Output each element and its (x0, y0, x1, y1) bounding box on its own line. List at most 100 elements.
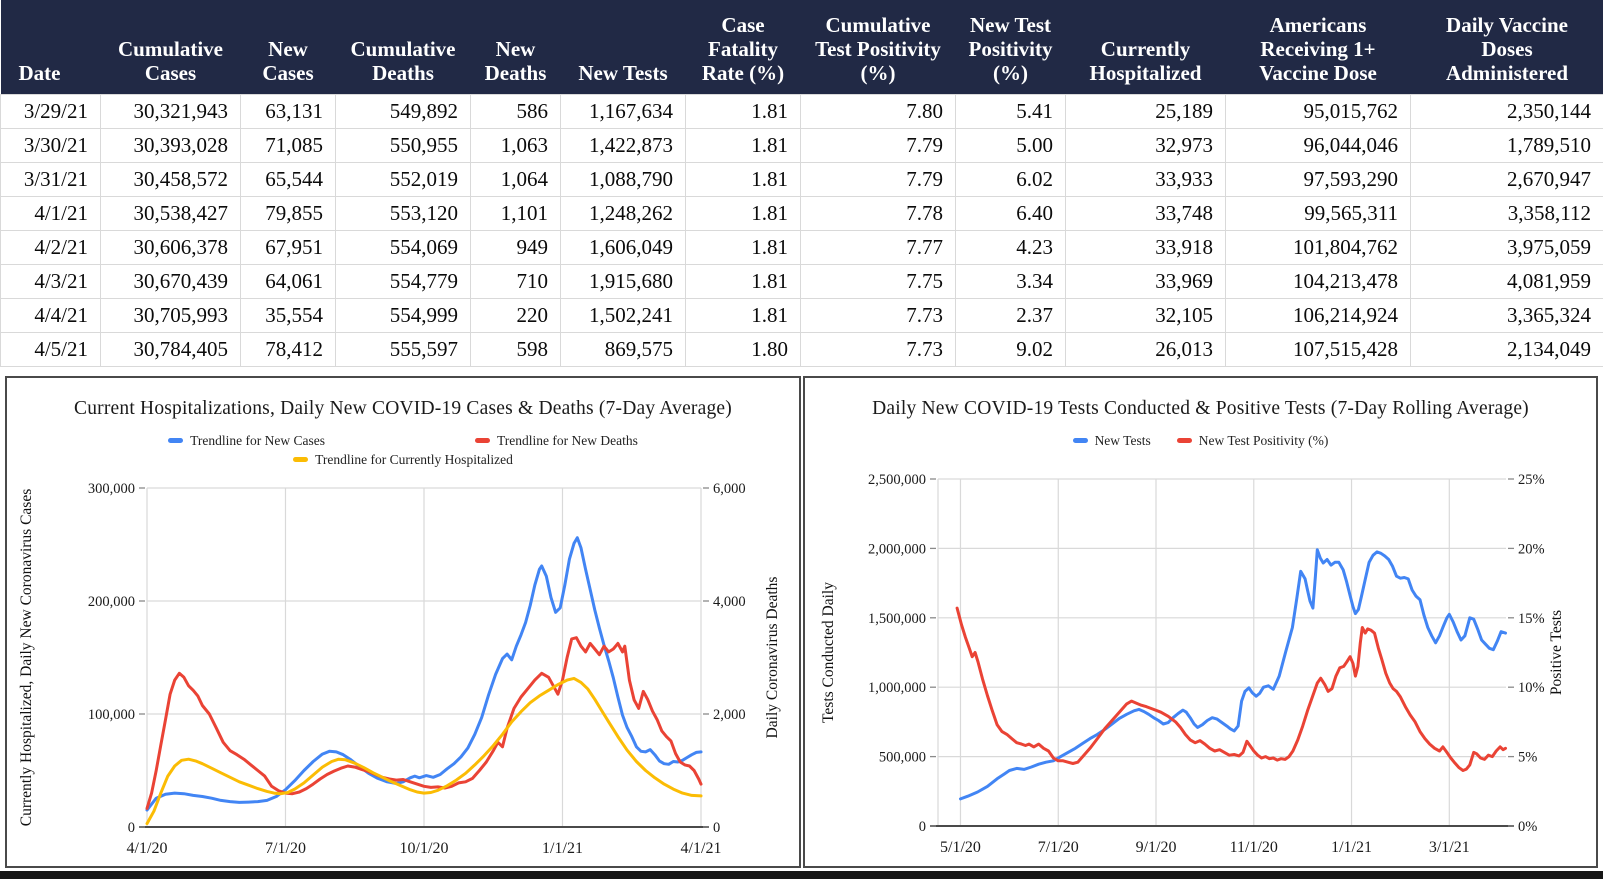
x-tick-label: 1/1/21 (1331, 839, 1372, 856)
legend-color-swatch-icon (1176, 438, 1192, 443)
column-header: New Deaths (470, 0, 561, 94)
table-cell: 1,101 (470, 195, 561, 231)
table-cell: 7.80 (800, 93, 956, 129)
table-cell: 1,248,262 (560, 195, 686, 231)
table-cell: 1,422,873 (560, 127, 686, 163)
table-cell: 63,131 (240, 93, 336, 129)
x-tick-label: 7/1/20 (265, 840, 306, 857)
y-tick-label: 4,000 (713, 594, 746, 610)
table-cell: 6.40 (955, 195, 1066, 231)
table-cell: 4/1/21 (0, 195, 101, 231)
y-tick-label: 2,000,000 (868, 541, 926, 557)
table-cell: 1,088,790 (560, 161, 686, 197)
table-cell: 1,502,241 (560, 297, 686, 333)
table-cell: 553,120 (335, 195, 471, 231)
table-cell: 7.75 (800, 263, 956, 299)
legend-item: New Test Positivity (%) (1176, 433, 1328, 449)
table-cell: 96,044,046 (1225, 127, 1411, 163)
table-cell: 598 (470, 331, 561, 367)
y-left-axis-title: Currently Hospitalized, Daily New Corona… (18, 489, 35, 827)
table-cell: 869,575 (560, 331, 686, 367)
table-body: 3/29/21 30,321,943 63,131 549,892 586 1,167,6… (0, 93, 1603, 367)
y-right-axis-title: Daily Coronavirus Deaths (764, 577, 781, 739)
legend-item: Trendline for Currently Hospitalized (293, 452, 513, 468)
legend-item: New Tests (1072, 432, 1151, 449)
table-cell: 1,789,510 (1410, 127, 1603, 163)
table-cell: 554,069 (335, 229, 471, 265)
table-cell: 95,015,762 (1225, 93, 1411, 129)
table-cell: 1,915,680 (560, 263, 686, 299)
legend-color-swatch-icon (475, 438, 490, 443)
table-cell: 97,593,290 (1225, 161, 1411, 197)
table-cell: 1.81 (685, 297, 801, 333)
table-cell: 3.34 (955, 263, 1066, 299)
series-line-0 (959, 548, 1507, 801)
table-cell: 3/29/21 (0, 93, 101, 129)
table-cell: 554,999 (335, 297, 471, 333)
y-right-axis-title: Positive Tests (1548, 610, 1565, 695)
y-tick-label: 0 (919, 819, 926, 835)
table-cell: 6.02 (955, 161, 1066, 197)
table-cell: 2,670,947 (1410, 161, 1603, 197)
table-cell: 30,606,378 (100, 229, 241, 265)
column-header: Currently Hospitalized (1065, 0, 1226, 94)
hospitalizations-cases-deaths-panel: 0 100,000 200,000 300,000 0 2,000 4,000 6,000 4/… (5, 376, 801, 868)
y-tick-label: 1,000,000 (868, 680, 926, 696)
column-header: Cumulative Deaths (335, 0, 471, 94)
y-tick-label: 5% (1518, 750, 1537, 766)
x-tick-label: 4/1/20 (127, 840, 168, 857)
table-cell: 99,565,311 (1225, 195, 1411, 231)
legend-color-swatch-icon (1072, 438, 1088, 443)
legend-label: Trendline for Currently Hospitalized (315, 451, 513, 467)
column-header: Case Fatality Rate (%) (685, 0, 801, 94)
table-cell: 35,554 (240, 297, 336, 333)
table-cell: 7.79 (800, 127, 956, 163)
table-cell: 3,358,112 (1410, 195, 1603, 231)
x-tick-label: 5/1/20 (940, 839, 981, 856)
y-tick-label: 0 (713, 820, 720, 836)
x-tick-label: 9/1/20 (1136, 839, 1177, 856)
table-cell: 5.41 (955, 93, 1066, 129)
table-cell: 949 (470, 229, 561, 265)
table-cell: 3,365,324 (1410, 297, 1603, 333)
covid-summary-table: Date Cumulative Cases New Cases Cumulative … (0, 0, 1603, 367)
table-cell: 30,705,993 (100, 297, 241, 333)
column-header: Daily Vaccine Doses Administered (1410, 0, 1603, 94)
chart-title: Current Hospitalizations, Daily New COVI… (74, 398, 732, 419)
table-row: 3/30/21 30,393,028 71,085 550,955 1,063 1,422… (0, 127, 1603, 163)
table-row: 4/5/21 30,784,405 78,412 555,597 598 869,575 1… (0, 331, 1603, 367)
table-cell: 1,063 (470, 127, 561, 163)
y-tick-label: 2,000 (713, 707, 746, 723)
table-cell: 30,784,405 (100, 331, 241, 367)
table-cell: 552,019 (335, 161, 471, 197)
series-line-1 (955, 606, 1507, 772)
table-row: 4/2/21 30,606,378 67,951 554,069 949 1,606,04… (0, 229, 1603, 265)
tests-positivity-panel: 0 500,000 1,000,000 1,500,000 2,000,000 2,500… (803, 376, 1598, 868)
x-tick-label: 7/1/20 (1038, 839, 1079, 856)
x-tick-label: 1/1/21 (542, 840, 583, 857)
table-cell: 1.81 (685, 93, 801, 129)
table-cell: 33,748 (1065, 195, 1226, 231)
table-cell: 554,779 (335, 263, 471, 299)
table-cell: 7.73 (800, 331, 956, 367)
y-tick-label: 1,500,000 (868, 611, 926, 627)
legend-label: New Tests (1094, 432, 1151, 448)
table-cell: 7.73 (800, 297, 956, 333)
x-tick-label: 11/1/20 (1230, 839, 1278, 856)
table-cell: 1,606,049 (560, 229, 686, 265)
legend-item: Trendline for New Deaths (475, 433, 638, 449)
chart-legend: Trendline for New Cases Trendline for New… (7, 431, 799, 469)
table-row: 4/1/21 30,538,427 79,855 553,120 1,101 1,248,… (0, 195, 1603, 231)
table-cell: 586 (470, 93, 561, 129)
table-row: 3/29/21 30,321,943 63,131 549,892 586 1,167,6… (0, 93, 1603, 129)
column-header: New Cases (240, 0, 336, 94)
hospitalizations-chart-canvas: 0 100,000 200,000 300,000 0 2,000 4,000 6,000 4/… (18, 481, 781, 857)
bottom-border-bar (0, 871, 1603, 879)
table-cell: 30,393,028 (100, 127, 241, 163)
table-cell: 30,670,439 (100, 263, 241, 299)
table-cell: 4/2/21 (0, 229, 101, 265)
table-cell: 101,804,762 (1225, 229, 1411, 265)
table-cell: 3,975,059 (1410, 229, 1603, 265)
legend-row: New Tests New Test Positivity (%) (805, 431, 1596, 450)
series-line-1 (145, 636, 703, 810)
